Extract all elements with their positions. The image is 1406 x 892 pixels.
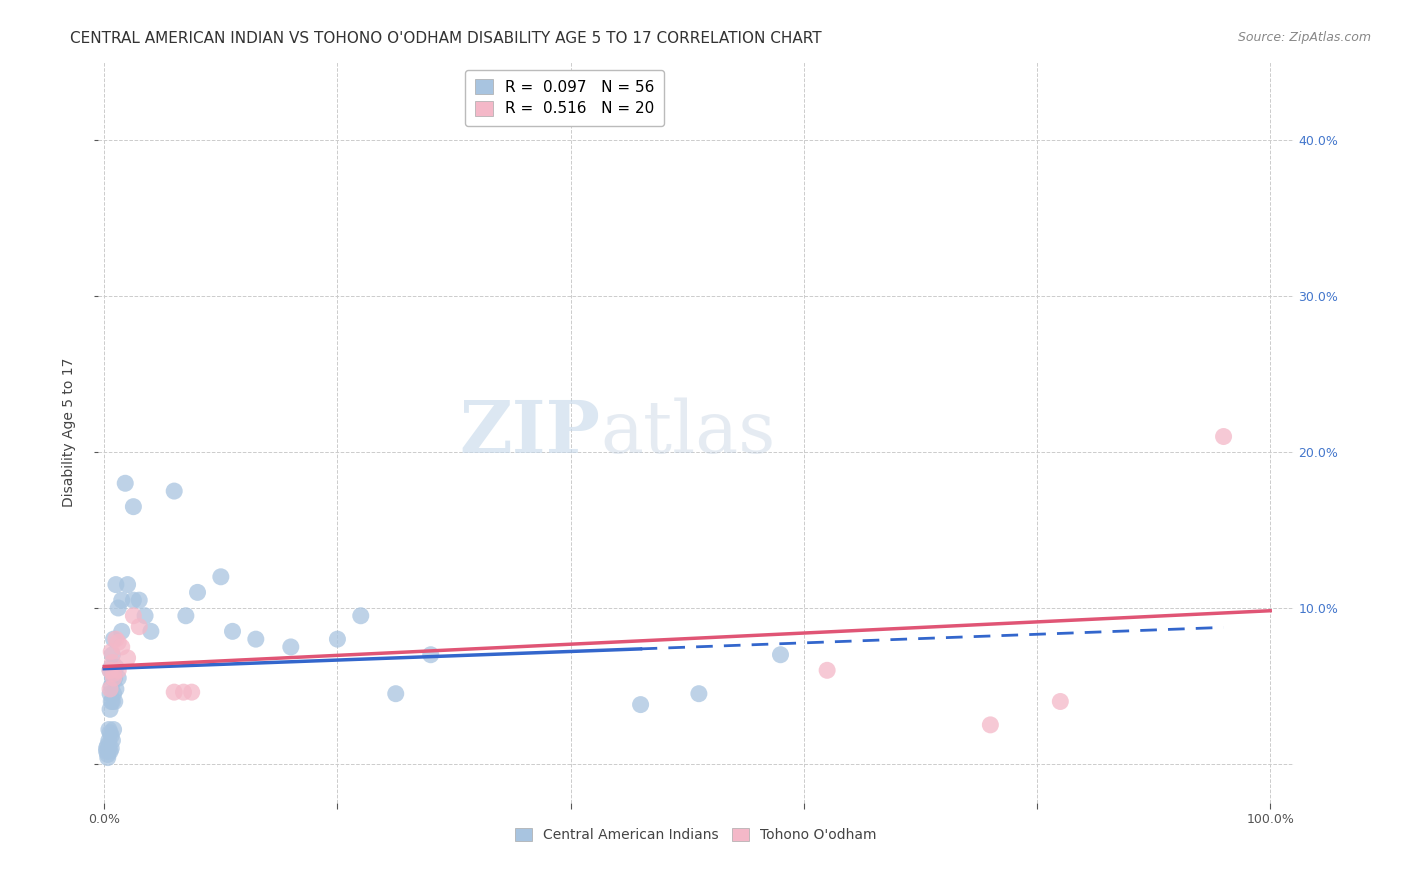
Point [350, 608, 373, 623]
Point [111, 593, 134, 607]
Point [100, 729, 122, 743]
Point [98, 725, 121, 739]
Point [107, 601, 129, 615]
Text: CENTRAL AMERICAN INDIAN VS TOHONO O'ODHAM DISABILITY AGE 5 TO 17 CORRELATION CHA: CENTRAL AMERICAN INDIAN VS TOHONO O'ODHA… [70, 31, 823, 46]
Point [103, 632, 125, 647]
Point [815, 663, 838, 677]
Point [100, 660, 122, 674]
Point [104, 681, 127, 696]
Point [100, 679, 122, 693]
Point [103, 671, 125, 685]
Point [97, 741, 120, 756]
Point [769, 648, 792, 662]
Point [245, 632, 267, 647]
Point [98, 744, 121, 758]
Point [104, 577, 127, 591]
Text: Source: ZipAtlas.com: Source: ZipAtlas.com [1237, 31, 1371, 45]
Point [419, 648, 441, 662]
Point [97, 733, 120, 747]
Point [107, 671, 129, 685]
Point [98, 681, 121, 696]
Point [979, 718, 1001, 732]
Point [103, 663, 125, 677]
Y-axis label: Disability Age 5 to 17: Disability Age 5 to 17 [62, 358, 76, 508]
Point [101, 648, 124, 662]
Point [103, 687, 125, 701]
Point [100, 694, 122, 708]
Point [114, 476, 136, 491]
Point [128, 620, 150, 634]
Point [326, 632, 349, 647]
Point [128, 593, 150, 607]
Point [97, 750, 120, 764]
Point [630, 698, 652, 712]
Point [104, 660, 127, 674]
Point [173, 685, 195, 699]
Point [98, 663, 121, 677]
Point [280, 640, 302, 654]
Point [98, 687, 121, 701]
Point [122, 608, 145, 623]
Point [100, 741, 122, 756]
Point [97, 723, 120, 737]
Legend: Central American Indians, Tohono O'odham: Central American Indians, Tohono O'odham [509, 822, 883, 847]
Point [174, 608, 197, 623]
Point [96, 744, 118, 758]
Point [96, 741, 118, 756]
Point [122, 593, 145, 607]
Point [180, 685, 202, 699]
Point [111, 624, 134, 639]
Point [104, 694, 127, 708]
Point [139, 624, 162, 639]
Point [1212, 429, 1234, 443]
Point [103, 666, 125, 681]
Point [186, 585, 208, 599]
Point [1049, 694, 1071, 708]
Point [98, 702, 121, 716]
Point [111, 640, 134, 654]
Point [103, 723, 125, 737]
Point [101, 694, 124, 708]
Point [221, 624, 243, 639]
Point [101, 656, 124, 670]
Point [163, 484, 186, 499]
Point [117, 577, 139, 591]
Point [101, 733, 124, 747]
Point [98, 663, 121, 677]
Text: atlas: atlas [600, 397, 776, 468]
Point [209, 570, 232, 584]
Point [107, 635, 129, 649]
Point [384, 687, 406, 701]
Point [163, 685, 186, 699]
Point [107, 663, 129, 677]
Point [100, 645, 122, 659]
Point [97, 747, 120, 762]
Point [104, 671, 127, 685]
Point [134, 608, 156, 623]
Point [97, 738, 120, 752]
Text: ZIP: ZIP [460, 397, 600, 468]
Point [122, 500, 145, 514]
Point [101, 671, 124, 685]
Point [688, 687, 710, 701]
Point [104, 632, 127, 647]
Point [117, 650, 139, 665]
